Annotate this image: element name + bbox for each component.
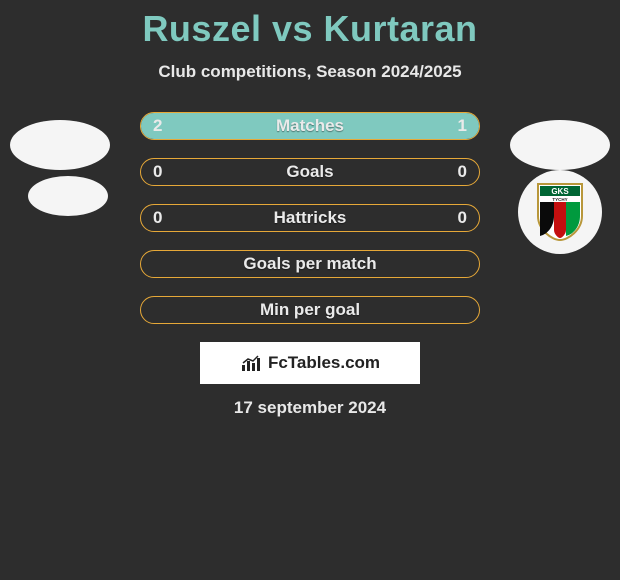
page-title: Ruszel vs Kurtaran <box>0 8 620 50</box>
stat-bar: 00Goals <box>140 158 480 186</box>
club-right-logo: GKS TYCHY <box>518 170 602 254</box>
stat-label: Min per goal <box>141 300 479 320</box>
stat-label: Goals per match <box>141 254 479 274</box>
stat-label: Matches <box>141 116 479 136</box>
subtitle: Club competitions, Season 2024/2025 <box>0 62 620 82</box>
stat-bar: 00Hattricks <box>140 204 480 232</box>
gks-tychy-shield-icon: GKS TYCHY <box>536 182 584 242</box>
stat-bars: 21Matches 00Goals 00Hattricks Goals per mat… <box>140 112 480 324</box>
brand-box[interactable]: FcTables.com <box>200 342 420 384</box>
svg-text:GKS: GKS <box>551 187 569 196</box>
stat-bar: 21Matches <box>140 112 480 140</box>
stat-bar: Min per goal <box>140 296 480 324</box>
chart-icon <box>240 353 264 373</box>
player-right-avatar <box>510 120 610 170</box>
stat-label: Hattricks <box>141 208 479 228</box>
brand-text: FcTables.com <box>268 353 380 373</box>
stats-area: GKS TYCHY 21Matches 00Goals 00Hattricks Goa… <box>0 112 620 324</box>
stat-bar: Goals per match <box>140 250 480 278</box>
stat-label: Goals <box>141 162 479 182</box>
club-left-logo <box>28 176 108 216</box>
player-left-avatar <box>10 120 110 170</box>
svg-text:TYCHY: TYCHY <box>552 197 567 202</box>
date-text: 17 september 2024 <box>0 398 620 418</box>
